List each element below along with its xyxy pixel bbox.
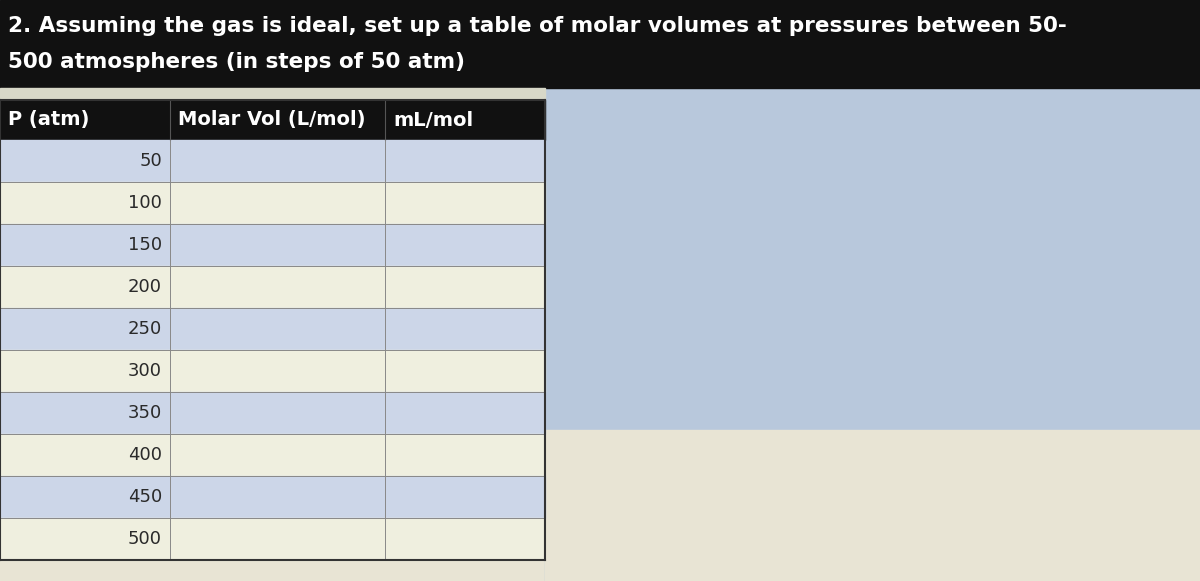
Text: 500: 500 [128, 530, 162, 548]
Bar [0, 308, 545, 350]
Text: 50: 50 [139, 152, 162, 170]
Text: 350: 350 [127, 404, 162, 422]
Bar [0, 0, 1200, 88]
Bar [545, 88, 1200, 430]
Text: 200: 200 [128, 278, 162, 296]
Bar [0, 140, 545, 182]
Bar [0, 100, 545, 140]
Bar [0, 476, 545, 518]
Text: mL/mol: mL/mol [394, 110, 473, 130]
Text: 100: 100 [128, 194, 162, 212]
Bar [0, 266, 545, 308]
Bar [0, 350, 545, 392]
Text: 2. Assuming the gas is ideal, set up a table of molar volumes at pressures betwe: 2. Assuming the gas is ideal, set up a t… [8, 16, 1067, 36]
Text: P (atm): P (atm) [8, 110, 89, 130]
Bar [0, 518, 545, 560]
Text: 500 atmospheres (in steps of 50 atm): 500 atmospheres (in steps of 50 atm) [8, 52, 466, 72]
Bar [545, 430, 1200, 581]
Bar [0, 182, 545, 224]
Bar [0, 434, 545, 476]
Text: 300: 300 [128, 362, 162, 380]
Bar [0, 392, 545, 434]
Bar [0, 88, 545, 581]
Bar [0, 88, 545, 100]
Bar [0, 224, 545, 266]
Text: 400: 400 [128, 446, 162, 464]
Text: 150: 150 [128, 236, 162, 254]
Text: 250: 250 [127, 320, 162, 338]
Text: 450: 450 [127, 488, 162, 506]
Text: Molar Vol (L/mol): Molar Vol (L/mol) [178, 110, 366, 130]
Bar [545, 88, 1200, 581]
